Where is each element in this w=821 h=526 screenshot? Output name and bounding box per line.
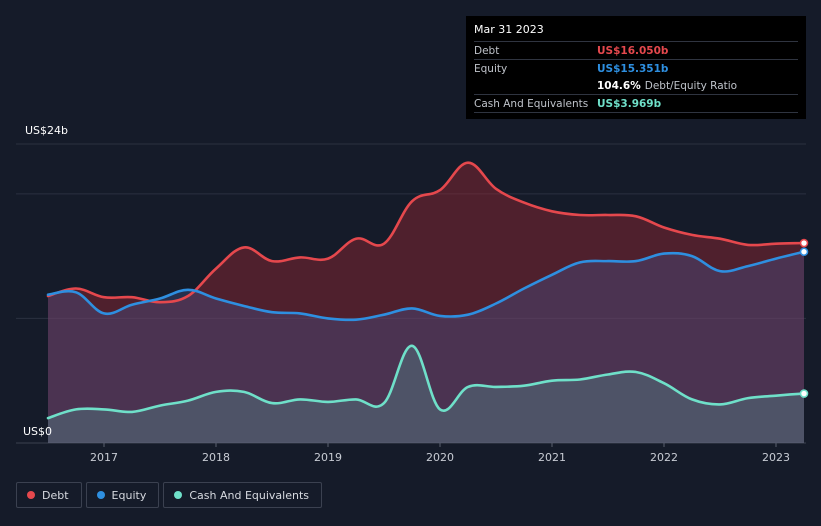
debt-end-marker (799, 238, 809, 248)
tooltip-debt-value: US$16.050b (597, 44, 669, 57)
x-tick-label: 2019 (314, 451, 342, 464)
cash-and-equivalents-end-marker (799, 389, 809, 398)
grid (16, 143, 806, 444)
tooltip-cash-value: US$3.969b (597, 97, 662, 110)
equity-end-marker (799, 247, 809, 257)
tooltip-date: Mar 31 2023 (474, 23, 544, 36)
tooltip-row-cash: Cash And Equivalents US$3.969b (474, 94, 798, 113)
x-tick-label: 2017 (90, 451, 118, 464)
x-tick-label: 2022 (650, 451, 678, 464)
y-axis-bottom-label: US$0 (23, 425, 52, 438)
tooltip-label: Cash And Equivalents (474, 97, 589, 110)
legend-item-equity[interactable]: Equity (85, 482, 160, 508)
tooltip-row-ratio: 104.6% Debt/Equity Ratio (474, 77, 798, 94)
tooltip-ratio-label: Debt/Equity Ratio (644, 79, 738, 92)
legend-item-debt[interactable]: Debt (16, 482, 82, 508)
y-axis-top-label: US$24b (25, 124, 68, 137)
legend-label: Equity (111, 488, 147, 502)
equity-dot-icon (96, 491, 105, 499)
debt-line (46, 161, 806, 304)
cash-dot-icon (174, 491, 183, 499)
tooltip-row-debt: Debt US$16.050b (474, 41, 798, 59)
debt-dot-icon (27, 491, 35, 499)
tooltip-label: Debt (474, 44, 500, 57)
equity-area (48, 251, 804, 443)
tooltip-equity-value: US$15.351b (597, 62, 669, 75)
legend-item-cash[interactable]: Cash And Equivalents (163, 482, 322, 508)
x-tick-label: 2020 (426, 451, 454, 464)
tooltip-ratio-value: 104.6% (597, 79, 641, 92)
tooltip-row-equity: Equity US$15.351b (474, 59, 798, 77)
cash-and-equivalents-line (46, 344, 806, 420)
legend-label: Cash And Equivalents (189, 488, 309, 502)
legend-label: Debt (42, 488, 69, 502)
x-tick-label: 2023 (762, 451, 790, 464)
equity-line (46, 250, 806, 322)
cash-and-equivalents-area (48, 345, 804, 443)
x-tick-label: 2018 (202, 451, 230, 464)
tooltip-label: Equity (474, 62, 508, 75)
legend: Debt Equity Cash And Equivalents (16, 482, 326, 508)
x-tick-label: 2021 (538, 451, 566, 464)
tooltip: Mar 31 2023 Debt US$16.050b Equity US$15… (466, 16, 806, 119)
